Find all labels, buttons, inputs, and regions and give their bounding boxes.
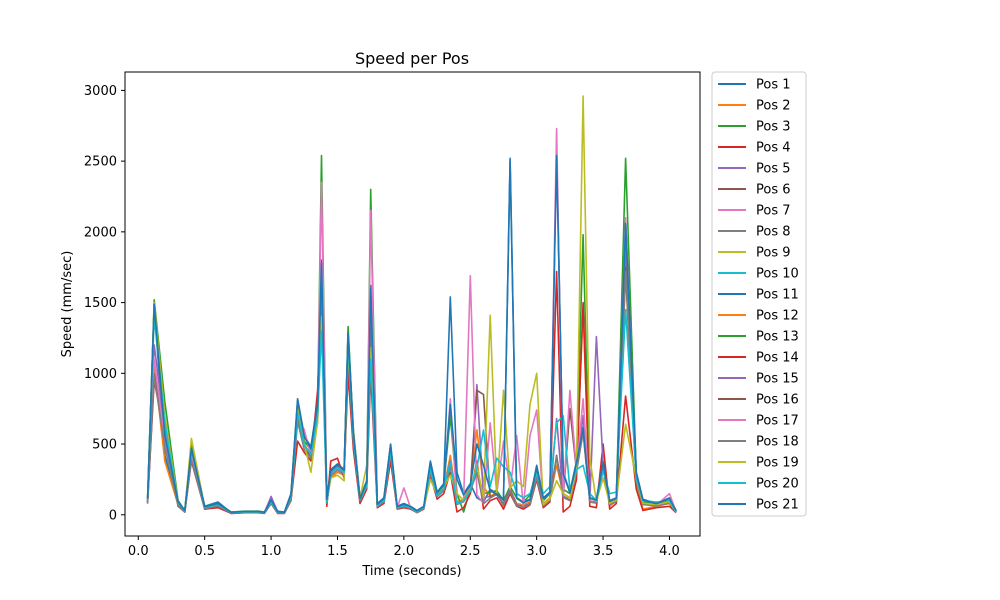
legend-label: Pos 18 [756, 435, 799, 450]
legend-label: Pos 12 [756, 309, 799, 324]
y-tick-label: 0 [109, 508, 117, 523]
y-tick-label: 3000 [84, 84, 117, 99]
x-tick-label: 0.5 [194, 544, 215, 559]
legend-label: Pos 1 [756, 78, 791, 93]
series-line-10 [146, 308, 677, 514]
chart-title: Speed per Pos [355, 49, 469, 68]
y-tick-label: 2000 [84, 225, 117, 240]
legend-label: Pos 13 [756, 330, 799, 345]
legend-label: Pos 8 [756, 225, 791, 240]
legend-label: Pos 2 [756, 99, 791, 114]
y-tick-label: 2500 [84, 155, 117, 170]
legend-label: Pos 5 [756, 162, 791, 177]
legend-label: Pos 15 [756, 372, 799, 387]
series-line-1 [146, 151, 677, 514]
series-line-11 [146, 154, 677, 514]
x-tick-label: 3.5 [593, 544, 614, 559]
legend-label: Pos 17 [756, 414, 799, 429]
series-line-4 [146, 270, 677, 515]
legend-label: Pos 11 [756, 288, 799, 303]
plot-lines [146, 95, 677, 515]
legend-label: Pos 21 [756, 498, 799, 513]
x-tick-label: 1.0 [261, 544, 282, 559]
legend-frame [711, 71, 807, 517]
legend-label: Pos 4 [756, 141, 791, 156]
series-line-3 [146, 154, 677, 513]
series-line-2 [146, 273, 677, 515]
x-tick-label: 2.5 [460, 544, 481, 559]
series-line-9 [146, 95, 677, 514]
legend-label: Pos 9 [756, 246, 791, 261]
legend-label: Pos 16 [756, 393, 799, 408]
series-line-5 [146, 245, 677, 514]
x-tick-label: 3.0 [526, 544, 547, 559]
legend-label: Pos 6 [756, 183, 791, 198]
legend-label: Pos 14 [756, 351, 799, 366]
y-axis-label: Speed (mm/sec) [60, 251, 75, 358]
legend-label: Pos 3 [756, 120, 791, 135]
plot-frame [124, 71, 701, 537]
x-tick-label: 4.0 [659, 544, 680, 559]
series-line-7 [146, 127, 677, 514]
y-tick-label: 500 [92, 438, 117, 453]
y-tick-label: 1000 [84, 367, 117, 382]
legend: Pos 1 Pos 2 Pos 3 Pos 4 Pos 5 Pos 6 Pos 7 Pos 8… [711, 71, 807, 517]
y-axis: 0 500 1000 1500 2000 2500 3000 [84, 84, 125, 523]
series-line-8 [146, 270, 677, 515]
x-tick-label: 1.5 [327, 544, 348, 559]
x-tick-label: 2.0 [394, 544, 415, 559]
series-line-6 [146, 266, 677, 514]
x-tick-label: 0.0 [128, 544, 149, 559]
x-axis: 0.0 0.5 1.0 1.5 2.0 2.5 3.0 3.5 4.0 [128, 536, 680, 559]
y-tick-label: 1500 [84, 296, 117, 311]
x-axis-label: Time (seconds) [361, 564, 461, 579]
legend-label: Pos 10 [756, 267, 799, 282]
legend-label: Pos 20 [756, 477, 799, 492]
legend-label: Pos 7 [756, 204, 791, 219]
legend-label: Pos 19 [756, 456, 799, 471]
